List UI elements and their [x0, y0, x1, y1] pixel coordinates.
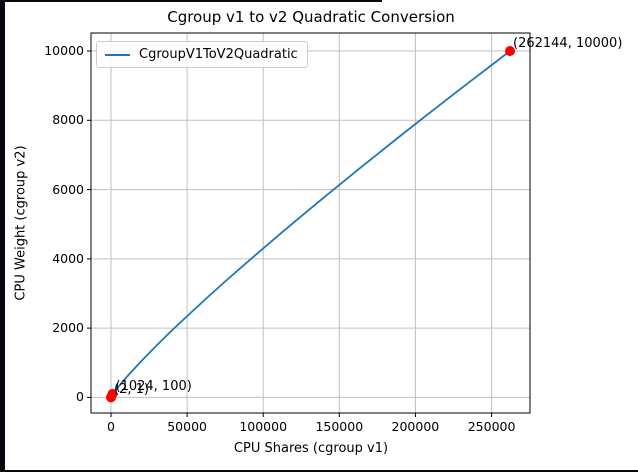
y-tick-label: 4000 [52, 250, 84, 266]
window-edge-bottom [0, 470, 638, 472]
x-tick-label: 50000 [167, 419, 207, 434]
y-tick-label: 2000 [52, 320, 84, 336]
x-axis-label: CPU Shares (cgroup v1) [233, 441, 389, 456]
chart-title: Cgroup v1 to v2 Quadratic Conversion [167, 8, 455, 26]
y-tick-label: 8000 [52, 112, 84, 128]
point-annotation: (1024, 100) [115, 378, 192, 394]
x-tick-label: 200000 [391, 419, 440, 434]
series-line [110, 50, 511, 399]
axes-spines [90, 32, 531, 414]
data-point-marker [505, 46, 515, 56]
y-axis-label: CPU Weight (cgroup v2) [13, 145, 29, 301]
window-edge-left [0, 0, 5, 472]
x-tick-label: 250000 [467, 419, 516, 434]
window-edge-top [0, 0, 382, 2]
point-annotation: (2, 1) [114, 382, 149, 398]
point-annotation: (262144, 10000) [513, 36, 623, 51]
x-tick-label: 0 [107, 419, 115, 434]
legend: CgroupV1ToV2Quadratic [96, 41, 308, 68]
legend-line-sample-icon [105, 53, 130, 56]
legend-label: CgroupV1ToV2Quadratic [139, 47, 298, 62]
y-tick-label: 10000 [44, 43, 84, 58]
y-tick-label: 6000 [52, 181, 84, 197]
y-tick-label: 0 [76, 389, 84, 405]
x-tick-label: 150000 [315, 419, 364, 434]
data-point-marker [107, 388, 118, 399]
x-tick-label: 100000 [239, 419, 288, 434]
